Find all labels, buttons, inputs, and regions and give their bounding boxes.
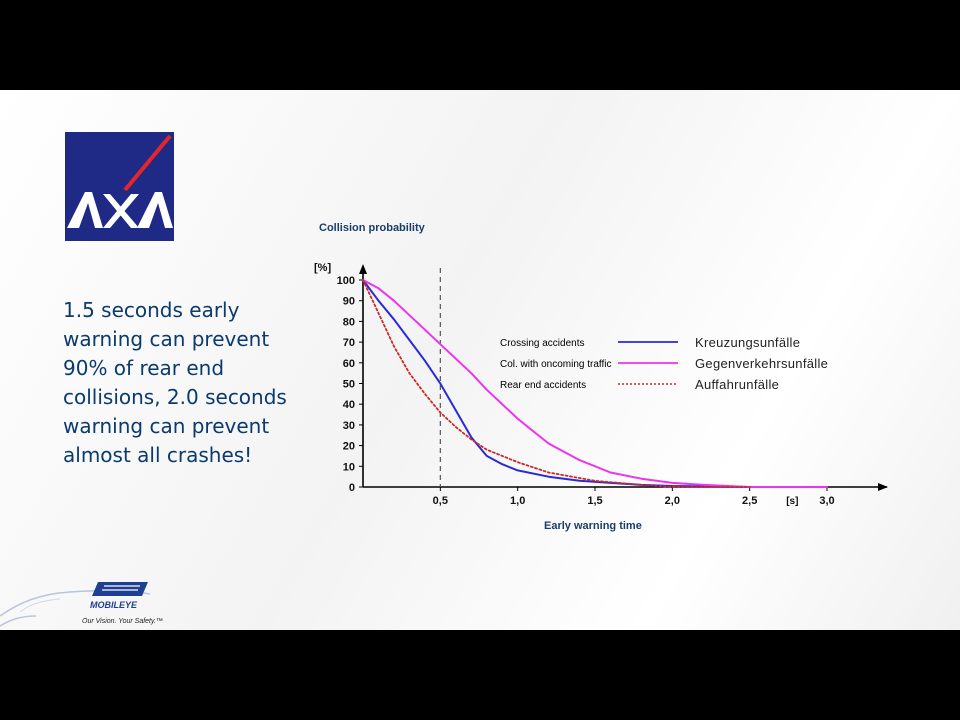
series-line-3: [362, 279, 751, 488]
mobileye-tagline: Our Vision. Your Safety.™: [82, 618, 163, 625]
x-tick-label: 1,0: [510, 495, 525, 507]
y-tick-label: 10: [343, 461, 355, 473]
legend-label: Kreuzungsunfälle: [695, 335, 800, 350]
legend-label: Gegenverkehrsunfälle: [695, 356, 828, 371]
slide: 1.5 seconds early warning can prevent 90…: [0, 90, 960, 630]
legend-label: Auffahrunfälle: [695, 377, 779, 392]
collision-chart: 0 10 20 30 40 50 60 70 80 90 100 [%] 0,5 1,0 1,5 2,0 2,5…: [314, 262, 888, 507]
legend-annotation: Crossing accidents: [500, 338, 584, 349]
legend-annotation: Col. with oncoming traffic: [500, 359, 612, 370]
headline: 1.5 seconds early warning can prevent 90…: [63, 296, 303, 470]
axa-logo: [65, 132, 174, 241]
y-tick-label: 70: [343, 337, 355, 349]
y-axis-arrow: [359, 264, 367, 274]
mobileye-car-outline: [0, 582, 151, 627]
x-tick-label: 2,0: [665, 495, 680, 507]
y-tick-label: 80: [343, 316, 355, 328]
y-tick-label: 30: [343, 420, 355, 432]
x-axis-caption: Early warning time: [544, 520, 642, 532]
legend-annotation: Rear end accidents: [500, 380, 586, 391]
x-tick-label: 1,5: [587, 495, 602, 507]
chart-title: Collision probability: [319, 222, 425, 234]
mobileye-logo: MOBILEYE: [0, 572, 200, 630]
axa-logo-graphic: [65, 132, 174, 241]
y-tick-label: 20: [343, 441, 355, 453]
y-tick-label: 90: [343, 296, 355, 308]
y-tick-label: 50: [343, 379, 355, 391]
y-axis-unit: [%]: [314, 262, 331, 274]
headline-line: 1.5 seconds early: [63, 298, 240, 322]
headline-line: 90% of rear end: [63, 356, 225, 380]
series-line-2: [362, 279, 828, 488]
x-axis-unit: [s]: [786, 496, 798, 507]
x-tick-label: 2,5: [742, 495, 757, 507]
headline-line: almost all crashes!: [63, 443, 253, 467]
y-tick-label: 60: [343, 358, 355, 370]
x-tick-label: 0,5: [433, 495, 448, 507]
headline-line: warning can prevent: [63, 414, 270, 438]
headline-line: collisions, 2.0 seconds: [63, 385, 287, 409]
y-tick-label: 100: [337, 275, 355, 287]
x-tick-label: 3,0: [819, 495, 834, 507]
y-tick-label: 40: [343, 399, 355, 411]
y-tick-label: 0: [349, 482, 355, 494]
mobileye-wordmark: MOBILEYE: [90, 600, 138, 610]
headline-line: warning can prevent: [63, 327, 270, 351]
x-axis-arrow: [878, 483, 888, 491]
